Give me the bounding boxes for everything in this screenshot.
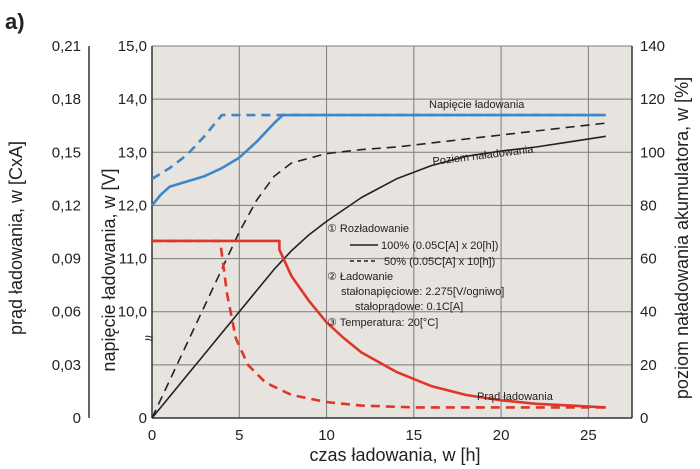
y-tick-current: 0,09 bbox=[52, 251, 81, 268]
axes bbox=[88, 46, 633, 419]
panel-label: a) bbox=[5, 9, 25, 34]
y-axis-voltage-label: napięcie ładowania, w [V] bbox=[99, 168, 119, 371]
y-tick-current: 0,18 bbox=[52, 91, 81, 108]
y-tick-level: 60 bbox=[640, 251, 657, 268]
y-tick-voltage: 10,0 bbox=[118, 304, 147, 321]
y-tick-voltage: 15,0 bbox=[118, 38, 147, 55]
y-tick-current: 0,15 bbox=[52, 144, 81, 161]
y-tick-level: 40 bbox=[640, 304, 657, 321]
series-current-50 bbox=[152, 239, 606, 409]
y-tick-level: 20 bbox=[640, 357, 657, 374]
plot-area bbox=[152, 46, 632, 418]
annotation-current: Prąd ładowania bbox=[477, 391, 554, 403]
series-level-100 bbox=[151, 135, 606, 419]
legend: ① Rozładowanie 100% (0.05C[A] x 20[h]) 5… bbox=[327, 223, 504, 329]
y-tick-current: 0,06 bbox=[52, 304, 81, 321]
x-tick: 5 bbox=[235, 427, 243, 444]
y-tick-voltage: 12,0 bbox=[118, 197, 147, 214]
y-tick-level: 0 bbox=[640, 410, 648, 427]
y-axis-current-label: prąd ładowania, w [CxA] bbox=[6, 141, 26, 335]
y-tick-current: 0,21 bbox=[52, 38, 81, 55]
y-tick-voltage: 0 bbox=[139, 410, 147, 427]
y-axis-level-label: poziom naładowania akumulatora, w [%] bbox=[672, 77, 692, 399]
y-tick-current: 0,03 bbox=[52, 357, 81, 374]
legend-item2-line1: stałonapięciowe: 2.275[V/ogniwo] bbox=[341, 286, 504, 298]
legend-item1-dashed: 50% (0.05C[A] x 10[h]) bbox=[384, 256, 495, 268]
y-tick-voltage: 11,0 bbox=[119, 251, 147, 268]
x-tick: 25 bbox=[580, 427, 597, 444]
y-tick-current: 0 bbox=[73, 410, 81, 427]
series-current-100 bbox=[152, 239, 606, 409]
x-axis-label: czas ładowania, w [h] bbox=[309, 445, 480, 465]
tick-labels: 0,210,180,150,120,090,060,03014012010080… bbox=[52, 38, 665, 444]
legend-item1-solid: 100% (0.05C[A] x 20[h]) bbox=[381, 240, 498, 252]
x-tick: 15 bbox=[405, 427, 422, 444]
y-tick-level: 80 bbox=[640, 197, 657, 214]
axis-break-symbol: ≈ bbox=[145, 330, 153, 347]
legend-item2-title: ② Ładowanie bbox=[327, 271, 393, 283]
y-tick-level: 140 bbox=[640, 38, 665, 55]
y-tick-voltage: 13,0 bbox=[118, 144, 147, 161]
series-voltage-50 bbox=[151, 113, 606, 181]
legend-item2-line2: stałoprądowe: 0.1C[A] bbox=[355, 301, 463, 313]
x-tick: 10 bbox=[318, 427, 335, 444]
x-tick: 0 bbox=[148, 427, 156, 444]
y-tick-level: 120 bbox=[640, 91, 665, 108]
y-tick-voltage: 14,0 bbox=[118, 91, 147, 108]
series bbox=[150, 113, 606, 419]
annotation-voltage: Napięcie ładowania bbox=[429, 99, 525, 111]
y-tick-level: 100 bbox=[640, 144, 665, 161]
y-tick-current: 0,12 bbox=[52, 197, 81, 214]
series-level-50 bbox=[151, 122, 606, 419]
legend-item1-title: ① Rozładowanie bbox=[327, 223, 409, 235]
x-tick: 20 bbox=[493, 427, 510, 444]
legend-item3: ③ Temperatura: 20[°C] bbox=[327, 317, 438, 329]
